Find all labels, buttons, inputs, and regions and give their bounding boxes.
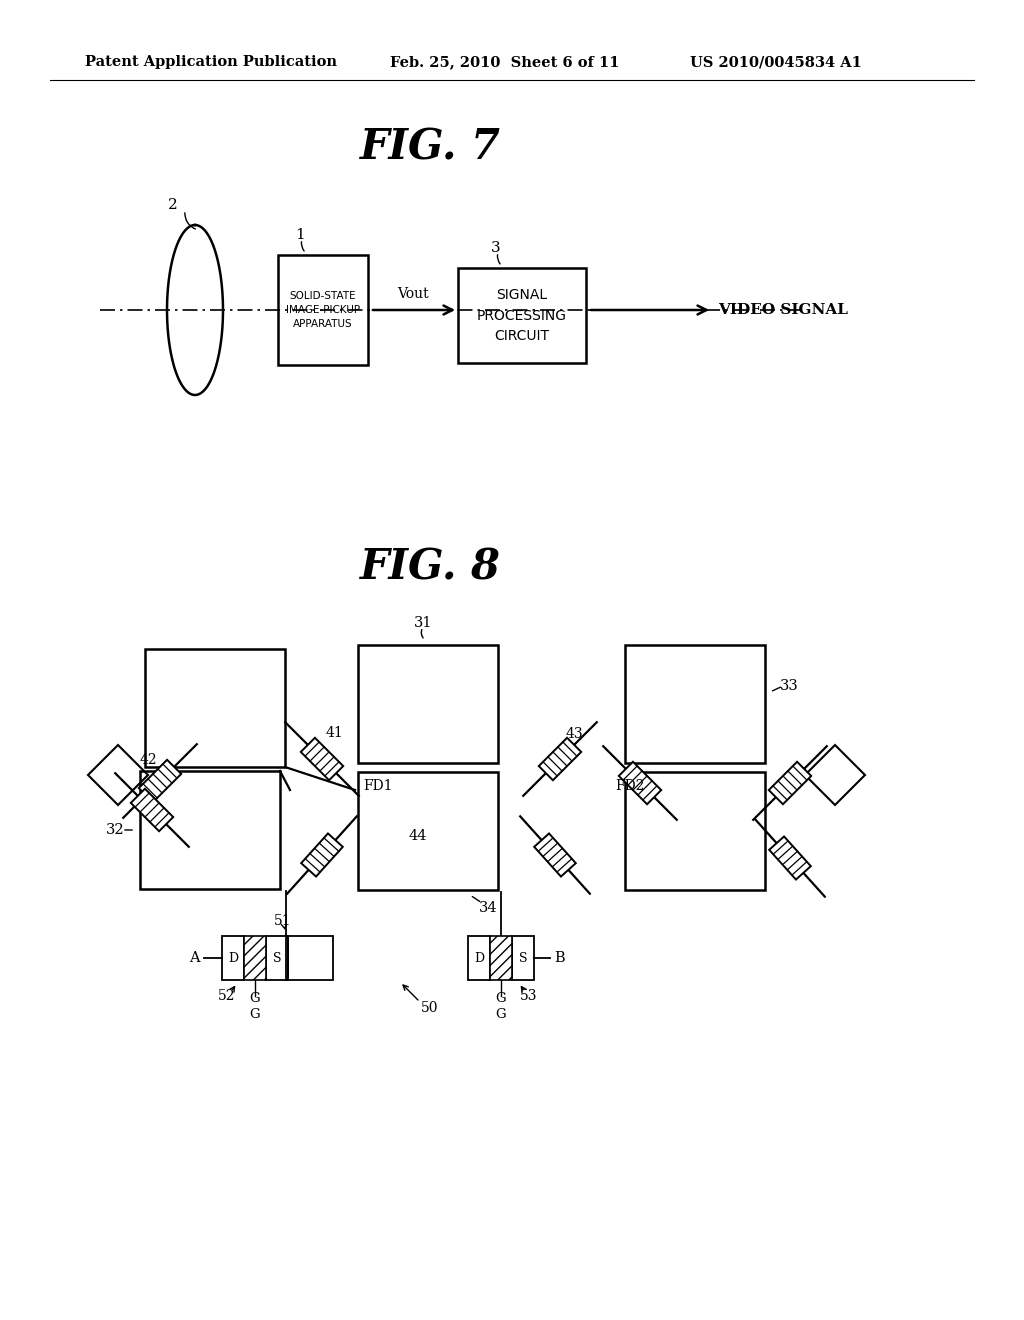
Text: Patent Application Publication: Patent Application Publication [85, 55, 337, 69]
Text: 32: 32 [105, 822, 124, 837]
Bar [266, 936, 288, 979]
Bar [222, 936, 244, 979]
Polygon shape [139, 760, 181, 803]
Bar [244, 936, 266, 979]
Bar [512, 936, 534, 979]
Text: SOLID-STATE
IMAGE-PICKUP
APPARATUS: SOLID-STATE IMAGE-PICKUP APPARATUS [286, 290, 360, 329]
Text: SIGNAL
PROCESSING
CIRCUIT: SIGNAL PROCESSING CIRCUIT [477, 288, 567, 343]
Bar [358, 772, 498, 890]
Text: FD1: FD1 [364, 779, 393, 793]
Bar [458, 268, 586, 363]
Bar [278, 255, 368, 366]
Polygon shape [131, 789, 173, 832]
Text: 3: 3 [492, 242, 501, 255]
Polygon shape [301, 738, 343, 780]
Text: FIG. 8: FIG. 8 [359, 546, 501, 589]
Bar [490, 936, 512, 979]
Text: 1: 1 [295, 228, 305, 242]
Text: Vout: Vout [397, 286, 429, 301]
Text: 34: 34 [478, 902, 498, 915]
Text: A: A [188, 950, 200, 965]
Text: G: G [496, 1007, 506, 1020]
Polygon shape [618, 762, 662, 804]
Polygon shape [301, 833, 343, 876]
Text: FIG. 7: FIG. 7 [359, 127, 501, 169]
Polygon shape [539, 738, 582, 780]
Bar [468, 936, 490, 979]
Text: S: S [272, 952, 282, 965]
Text: 31: 31 [414, 616, 432, 630]
Text: 50: 50 [421, 1001, 438, 1015]
Bar [145, 649, 285, 767]
Bar [288, 936, 333, 979]
Bar [625, 772, 765, 890]
Text: 52: 52 [218, 989, 236, 1003]
Text: VIDEO SIGNAL: VIDEO SIGNAL [718, 304, 848, 317]
Text: 51: 51 [274, 913, 292, 928]
Polygon shape [769, 837, 811, 879]
Text: 43: 43 [565, 727, 583, 741]
Text: 42: 42 [139, 752, 157, 767]
Text: G: G [250, 991, 260, 1005]
Polygon shape [535, 833, 575, 876]
Text: D: D [474, 952, 484, 965]
Bar [625, 645, 765, 763]
Text: 2: 2 [168, 198, 178, 213]
Text: 53: 53 [520, 989, 538, 1003]
Text: D: D [228, 952, 238, 965]
Text: B: B [555, 950, 565, 965]
Text: Feb. 25, 2010  Sheet 6 of 11: Feb. 25, 2010 Sheet 6 of 11 [390, 55, 620, 69]
Text: 44: 44 [409, 829, 427, 843]
Text: FD2: FD2 [615, 779, 645, 793]
Text: US 2010/0045834 A1: US 2010/0045834 A1 [690, 55, 862, 69]
Text: S: S [519, 952, 527, 965]
Text: 33: 33 [779, 678, 799, 693]
Bar [358, 645, 498, 763]
Text: G: G [496, 991, 506, 1005]
Bar [140, 771, 280, 888]
Text: 41: 41 [326, 726, 343, 741]
Polygon shape [769, 762, 811, 804]
Text: G: G [250, 1007, 260, 1020]
